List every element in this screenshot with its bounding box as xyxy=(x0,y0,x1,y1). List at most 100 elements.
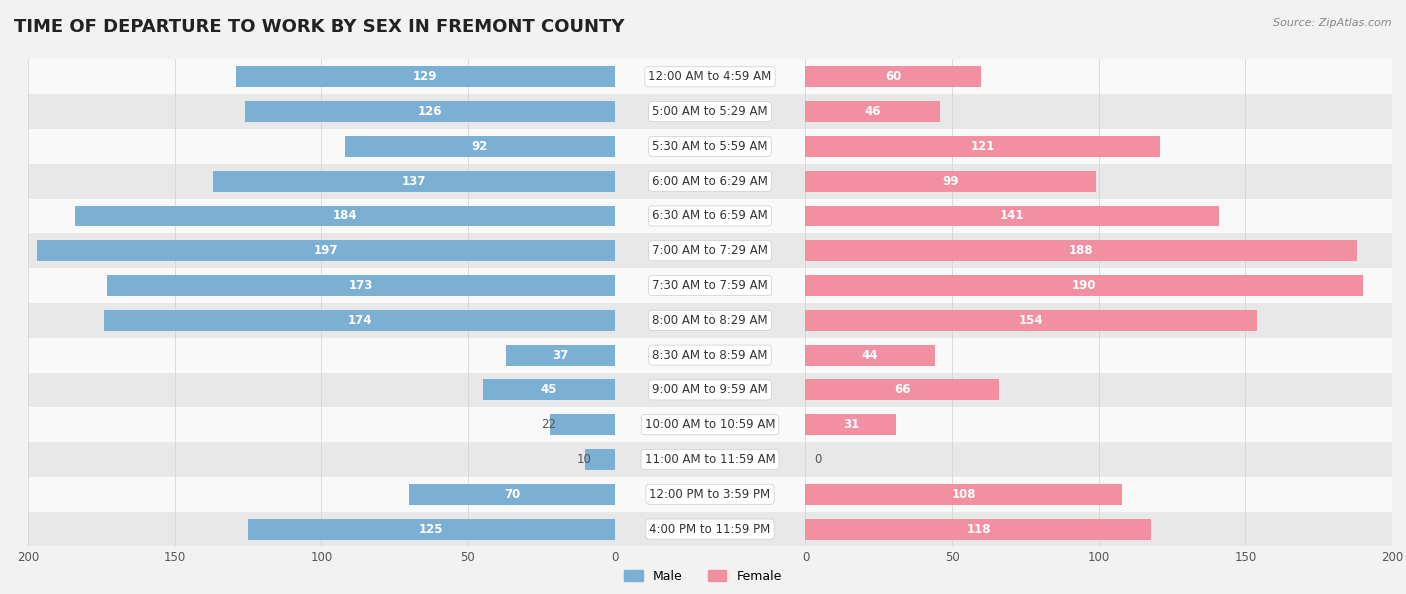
Text: TIME OF DEPARTURE TO WORK BY SEX IN FREMONT COUNTY: TIME OF DEPARTURE TO WORK BY SEX IN FREM… xyxy=(14,18,624,36)
Text: 121: 121 xyxy=(970,140,995,153)
Bar xyxy=(806,442,1392,477)
Bar xyxy=(806,268,1392,303)
Text: 60: 60 xyxy=(886,70,901,83)
Text: 92: 92 xyxy=(471,140,488,153)
Bar xyxy=(614,233,806,268)
Bar xyxy=(28,338,614,372)
Text: 5:00 AM to 5:29 AM: 5:00 AM to 5:29 AM xyxy=(652,105,768,118)
Text: 9:00 AM to 9:59 AM: 9:00 AM to 9:59 AM xyxy=(652,383,768,396)
Text: 10: 10 xyxy=(576,453,592,466)
Text: 12:00 AM to 4:59 AM: 12:00 AM to 4:59 AM xyxy=(648,70,772,83)
Bar xyxy=(550,414,614,435)
Bar xyxy=(506,345,614,365)
Text: 188: 188 xyxy=(1069,244,1094,257)
Bar xyxy=(236,67,614,87)
Bar xyxy=(28,268,614,303)
Bar xyxy=(806,380,1000,400)
Bar xyxy=(28,164,614,198)
Bar xyxy=(28,129,614,164)
Bar xyxy=(344,136,614,157)
Bar xyxy=(614,407,806,442)
Bar xyxy=(806,136,1160,157)
Text: 0: 0 xyxy=(814,453,821,466)
Text: 12:00 PM to 3:59 PM: 12:00 PM to 3:59 PM xyxy=(650,488,770,501)
Text: 129: 129 xyxy=(413,70,437,83)
Bar xyxy=(614,268,806,303)
Text: 173: 173 xyxy=(349,279,373,292)
Text: 22: 22 xyxy=(541,418,557,431)
Text: 184: 184 xyxy=(332,210,357,223)
Text: 190: 190 xyxy=(1071,279,1097,292)
Text: Source: ZipAtlas.com: Source: ZipAtlas.com xyxy=(1274,18,1392,28)
Bar xyxy=(806,67,981,87)
Bar xyxy=(409,484,614,505)
Bar xyxy=(28,372,614,407)
Bar xyxy=(614,164,806,198)
Bar xyxy=(806,477,1392,511)
Text: 31: 31 xyxy=(842,418,859,431)
Text: 4:00 PM to 11:59 PM: 4:00 PM to 11:59 PM xyxy=(650,523,770,536)
Bar xyxy=(614,94,806,129)
Text: 8:30 AM to 8:59 AM: 8:30 AM to 8:59 AM xyxy=(652,349,768,362)
Bar xyxy=(806,511,1392,546)
Legend: Male, Female: Male, Female xyxy=(619,565,787,587)
Bar xyxy=(28,94,614,129)
Bar xyxy=(247,519,614,539)
Text: 137: 137 xyxy=(402,175,426,188)
Text: 70: 70 xyxy=(503,488,520,501)
Bar xyxy=(614,442,806,477)
Text: 126: 126 xyxy=(418,105,441,118)
Bar xyxy=(806,484,1122,505)
Bar xyxy=(806,59,1392,94)
Bar xyxy=(614,372,806,407)
Text: 7:30 AM to 7:59 AM: 7:30 AM to 7:59 AM xyxy=(652,279,768,292)
Bar xyxy=(37,241,614,261)
Bar xyxy=(28,233,614,268)
Bar xyxy=(614,303,806,338)
Bar xyxy=(806,164,1392,198)
Bar xyxy=(28,511,614,546)
Text: 5:30 AM to 5:59 AM: 5:30 AM to 5:59 AM xyxy=(652,140,768,153)
Bar xyxy=(806,338,1392,372)
Text: 108: 108 xyxy=(952,488,976,501)
Bar xyxy=(806,233,1392,268)
Text: 99: 99 xyxy=(942,175,959,188)
Bar xyxy=(806,303,1392,338)
Text: 154: 154 xyxy=(1019,314,1043,327)
Bar xyxy=(28,442,614,477)
Bar xyxy=(614,198,806,233)
Bar xyxy=(482,380,614,400)
Bar xyxy=(614,477,806,511)
Bar xyxy=(28,477,614,511)
Text: 10:00 AM to 10:59 AM: 10:00 AM to 10:59 AM xyxy=(645,418,775,431)
Bar xyxy=(806,198,1392,233)
Bar xyxy=(806,94,1392,129)
Bar xyxy=(806,170,1095,192)
Text: 6:00 AM to 6:29 AM: 6:00 AM to 6:29 AM xyxy=(652,175,768,188)
Bar xyxy=(806,206,1219,226)
Text: 66: 66 xyxy=(894,383,911,396)
Bar xyxy=(806,407,1392,442)
Bar xyxy=(28,303,614,338)
Text: 46: 46 xyxy=(865,105,882,118)
Text: 174: 174 xyxy=(347,314,371,327)
Text: 11:00 AM to 11:59 AM: 11:00 AM to 11:59 AM xyxy=(645,453,775,466)
Bar xyxy=(806,310,1257,331)
Text: 125: 125 xyxy=(419,523,443,536)
Bar xyxy=(806,345,935,365)
Text: 118: 118 xyxy=(966,523,991,536)
Bar xyxy=(614,129,806,164)
Text: 141: 141 xyxy=(1000,210,1025,223)
Bar xyxy=(245,101,614,122)
Bar xyxy=(806,414,897,435)
Text: 45: 45 xyxy=(540,383,557,396)
Text: 8:00 AM to 8:29 AM: 8:00 AM to 8:29 AM xyxy=(652,314,768,327)
Bar xyxy=(614,338,806,372)
Bar xyxy=(107,275,614,296)
Bar xyxy=(614,59,806,94)
Bar xyxy=(806,519,1152,539)
Bar xyxy=(28,407,614,442)
Bar xyxy=(28,198,614,233)
Bar xyxy=(806,275,1362,296)
Bar xyxy=(28,59,614,94)
